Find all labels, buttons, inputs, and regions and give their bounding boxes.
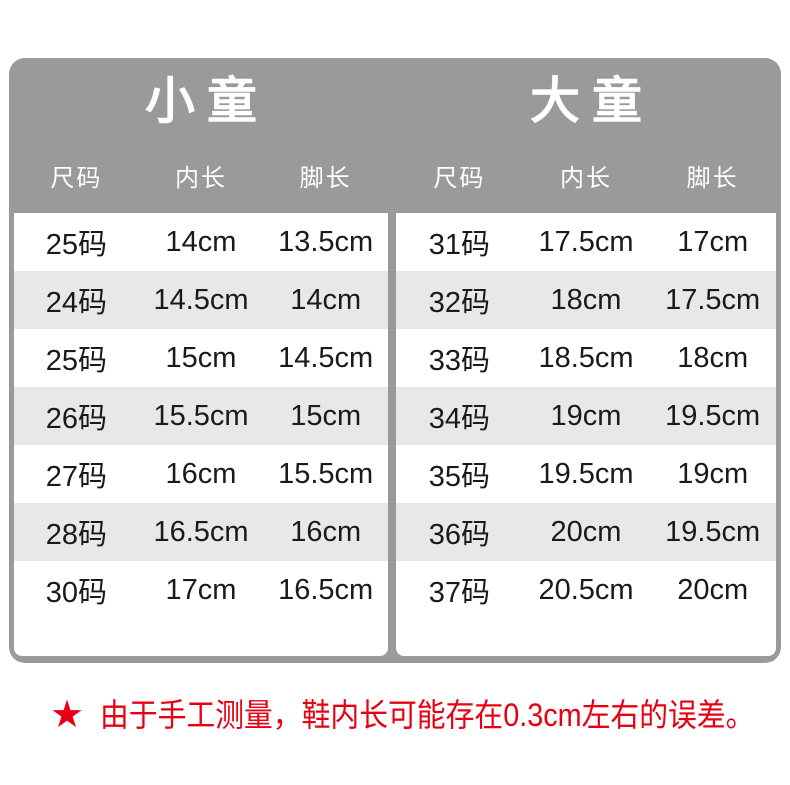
- inner-length-cell: 20.5cm: [538, 573, 634, 606]
- foot-length-cell: 13.5cm: [278, 225, 374, 258]
- inner-length-cell: 17.5cm: [538, 225, 634, 258]
- inner-length-cell: 15cm: [165, 341, 237, 374]
- small-kids-panel: 小童 尺码 内长 脚长 25码 14cm 13.5cm 24码 14.5cm 14cm 25…: [14, 58, 388, 663]
- size-cell: 33码: [428, 345, 490, 377]
- small-kids-table-body: 25码 14cm 13.5cm 24码 14.5cm 14cm 25码 15cm 14.5cm 2…: [14, 213, 388, 656]
- star-icon: ★: [50, 694, 85, 736]
- size-cell: 32码: [428, 287, 490, 319]
- size-cell: 37码: [428, 577, 490, 609]
- col-header-inner-length: 内长: [174, 165, 227, 192]
- foot-length-cell: 14cm: [290, 283, 362, 316]
- col-header-inner-length: 内长: [559, 165, 612, 192]
- size-cell: 31码: [428, 229, 490, 261]
- column-header-row: 尺码 内长 脚长: [396, 164, 776, 194]
- table-row: 24码 14.5cm 14cm: [14, 271, 388, 329]
- foot-length-cell: 20cm: [677, 573, 749, 606]
- inner-length-cell: 15.5cm: [153, 399, 249, 432]
- size-cell: 27码: [45, 461, 107, 493]
- inner-length-cell: 20cm: [550, 515, 622, 548]
- size-cell: 28码: [45, 519, 107, 551]
- table-row: 26码 15.5cm 15cm: [14, 387, 388, 445]
- measurement-note: ★ 由于手工测量，鞋内长可能存在0.3cm左右的误差。: [50, 694, 790, 736]
- panel-title-small-kids: 小童: [145, 73, 269, 129]
- foot-length-cell: 19cm: [677, 457, 749, 490]
- table-row: 33码 18.5cm 18cm: [396, 329, 776, 387]
- foot-length-cell: 17cm: [677, 225, 749, 258]
- table-row: 31码 17.5cm 17cm: [396, 213, 776, 271]
- panel-title-big-kids: 大童: [530, 73, 654, 129]
- table-row: 35码 19.5cm 19cm: [396, 445, 776, 503]
- inner-length-cell: 14cm: [165, 225, 237, 258]
- col-header-foot-length: 脚长: [299, 165, 352, 192]
- table-row: 25码 14cm 13.5cm: [14, 213, 388, 271]
- foot-length-cell: 17.5cm: [665, 283, 761, 316]
- col-header-foot-length: 脚长: [686, 165, 739, 192]
- table-row: 25码 15cm 14.5cm: [14, 329, 388, 387]
- foot-length-cell: 16cm: [290, 515, 362, 548]
- big-kids-panel: 大童 尺码 内长 脚长 31码 17.5cm 17cm 32码 18cm 17.5cm 33…: [396, 58, 776, 663]
- inner-length-cell: 14.5cm: [153, 283, 249, 316]
- foot-length-cell: 19.5cm: [665, 515, 761, 548]
- col-header-size: 尺码: [433, 165, 486, 192]
- big-kids-table-body: 31码 17.5cm 17cm 32码 18cm 17.5cm 33码 18.5cm 18cm 3…: [396, 213, 776, 656]
- foot-length-cell: 15.5cm: [278, 457, 374, 490]
- size-cell: 25码: [45, 229, 107, 261]
- size-cell: 26码: [45, 403, 107, 435]
- inner-length-cell: 18cm: [550, 283, 622, 316]
- size-cell: 35码: [428, 461, 490, 493]
- inner-length-cell: 19cm: [550, 399, 622, 432]
- inner-length-cell: 18.5cm: [538, 341, 634, 374]
- table-row: 32码 18cm 17.5cm: [396, 271, 776, 329]
- table-row: 30码 17cm 16.5cm: [14, 561, 388, 619]
- size-cell: 34码: [428, 403, 490, 435]
- col-header-size: 尺码: [50, 165, 103, 192]
- table-row: 34码 19cm 19.5cm: [396, 387, 776, 445]
- table-row: 37码 20.5cm 20cm: [396, 561, 776, 619]
- foot-length-cell: 15cm: [290, 399, 362, 432]
- inner-length-cell: 19.5cm: [538, 457, 634, 490]
- size-cell: 25码: [45, 345, 107, 377]
- size-chart-container: 小童 尺码 内长 脚长 25码 14cm 13.5cm 24码 14.5cm 14cm 25…: [9, 58, 781, 663]
- size-cell: 24码: [45, 287, 107, 319]
- foot-length-cell: 18cm: [677, 341, 749, 374]
- foot-length-cell: 14.5cm: [278, 341, 374, 374]
- table-row: 28码 16.5cm 16cm: [14, 503, 388, 561]
- note-text: 由于手工测量，鞋内长可能存在0.3cm左右的误差。: [100, 697, 755, 733]
- inner-length-cell: 16cm: [165, 457, 237, 490]
- foot-length-cell: 19.5cm: [665, 399, 761, 432]
- inner-length-cell: 17cm: [165, 573, 237, 606]
- inner-length-cell: 16.5cm: [153, 515, 249, 548]
- size-cell: 36码: [428, 519, 490, 551]
- table-row: 36码 20cm 19.5cm: [396, 503, 776, 561]
- table-row: 27码 16cm 15.5cm: [14, 445, 388, 503]
- size-cell: 30码: [45, 577, 107, 609]
- foot-length-cell: 16.5cm: [278, 573, 374, 606]
- column-header-row: 尺码 内长 脚长: [14, 164, 388, 194]
